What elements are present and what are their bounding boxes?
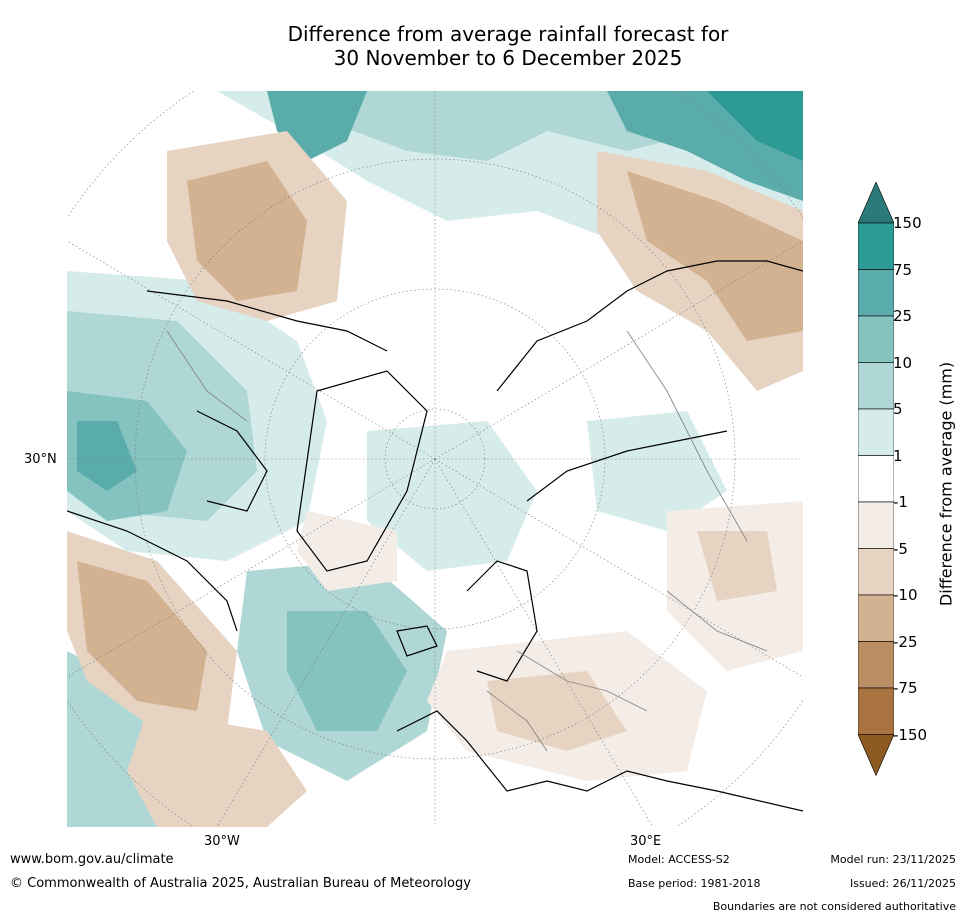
colorbar-tick-label: 5 [893,400,903,418]
europe-coast [396,710,803,812]
colorbar-tick-label: -25 [893,632,918,651]
brown-region-greenland [297,511,397,591]
colorbar-segment [857,548,895,596]
title-line-1: Difference from average rainfall forecas… [287,22,729,46]
colorbar-tick-label: -150 [893,725,928,744]
scandinavia-coast [466,560,538,682]
colorbar-graphic [857,181,895,777]
issued-date: Issued: 26/11/2025 [849,877,956,890]
website-url[interactable]: www.bom.gov.au/climate [10,852,174,867]
colorbar-segment [857,594,895,642]
colorbar-tick-label: -1 [893,493,908,511]
colorbar-segment [857,315,895,363]
colorbar-extend-top [857,181,895,224]
teal-region-atlantic-core [287,611,407,731]
north-america-coast [67,290,388,632]
latitude-label-30n: 30°N [24,452,57,467]
colorbar [857,181,895,782]
colorbar-segment [857,222,895,270]
colorbar-tick-label: 1 [893,446,903,465]
longitude-label-30w: 30°W [204,834,240,849]
map-graphic [67,91,803,827]
rainfall-anomaly-map [67,91,803,827]
coastlines [67,260,803,812]
teal-region-northeast-core [707,91,803,161]
colorbar-segment [857,455,895,503]
longitude-label-30e: 30°E [630,834,662,849]
map-title: Difference from average rainfall forecas… [160,22,856,70]
boundaries-disclaimer: Boundaries are not considered authoritat… [712,900,956,913]
colorbar-extend-bottom [857,734,895,777]
title-line-2: 30 November to 6 December 2025 [333,46,683,70]
colorbar-segment [857,687,895,735]
russia-arctic-coast [526,430,728,502]
anomaly-fields [67,91,803,827]
colorbar-tick-label: 150 [893,214,922,232]
iceland-coast [396,625,438,657]
teal-region-central [367,421,537,571]
country-boundaries [166,330,768,752]
colorbar-segment [857,362,895,410]
colorbar-tick-label: -75 [893,679,918,697]
colorbar-tick-label: 75 [893,260,913,279]
hudson-coast [196,410,268,512]
teal-region-north-band [267,91,707,161]
colorbar-tick-label: 25 [893,307,913,325]
base-period: Base period: 1981-2018 [628,877,761,890]
model-run-date: Model run: 23/11/2025 [830,853,956,866]
greenland-coast [296,370,428,572]
colorbar-segment [857,501,895,549]
brown-region-pacific-core [77,561,207,711]
colorbar-title: Difference from average (mm) [936,361,956,607]
teal-region-west-deep [77,421,137,491]
colorbar-segment [857,269,895,317]
colorbar-segment [857,408,895,456]
siberia-coast [496,260,803,392]
colorbar-tick-label: -5 [893,539,908,558]
colorbar-tick-label: -10 [893,586,918,604]
model-info: Model: ACCESS-S2 [628,853,730,866]
colorbar-tick-label: 10 [893,353,913,372]
brown-region-siberia-core [627,171,803,341]
brown-region-northwest-core [187,161,307,301]
copyright-text: © Commonwealth of Australia 2025, Austra… [10,876,471,891]
brown-region-south [127,711,307,827]
brown-region-balkans [487,671,627,751]
colorbar-segment [857,641,895,689]
brown-region-east-europe-core [697,531,777,601]
